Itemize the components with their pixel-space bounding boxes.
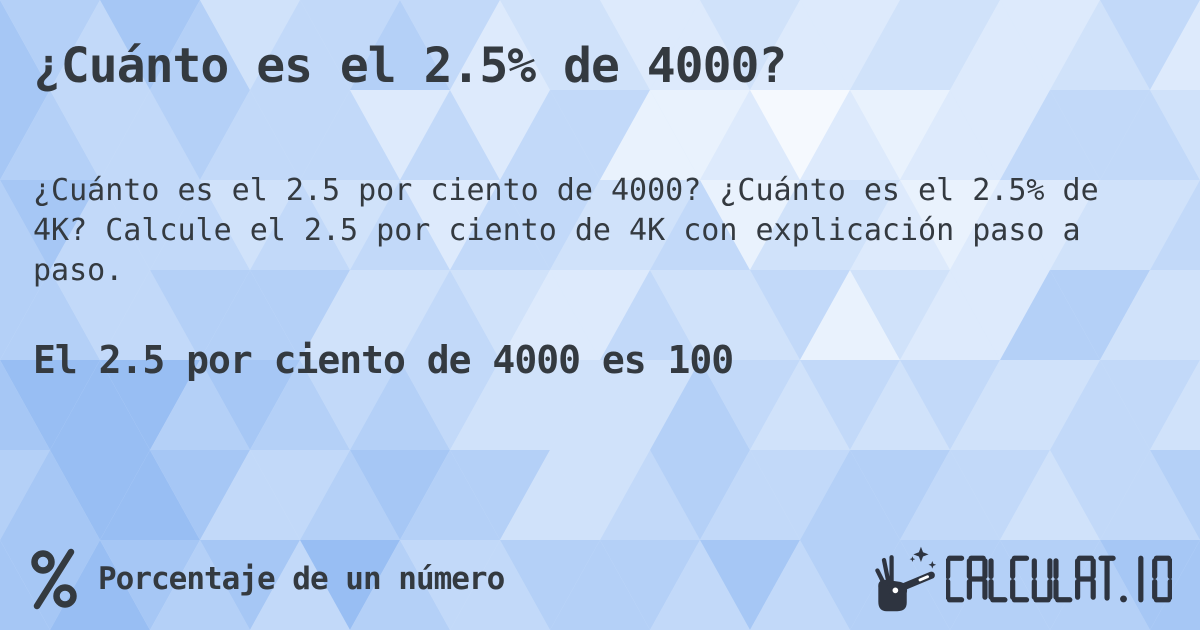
page-title: ¿Cuánto es el 2.5% de 4000? [33,38,787,94]
percent-icon [31,548,77,610]
brand-logo [866,544,1172,614]
result-text: El 2.5 por ciento de 4000 es 100 [33,338,734,382]
magic-wand-hand-icon [875,546,937,612]
description-text: ¿Cuánto es el 2.5 por ciento de 4000? ¿C… [33,173,1099,288]
category-label: Porcentaje de un número [98,561,505,597]
brand-wordmark [946,555,1172,603]
category-badge: Porcentaje de un número [30,547,505,611]
footer: Porcentaje de un número [30,543,1172,615]
